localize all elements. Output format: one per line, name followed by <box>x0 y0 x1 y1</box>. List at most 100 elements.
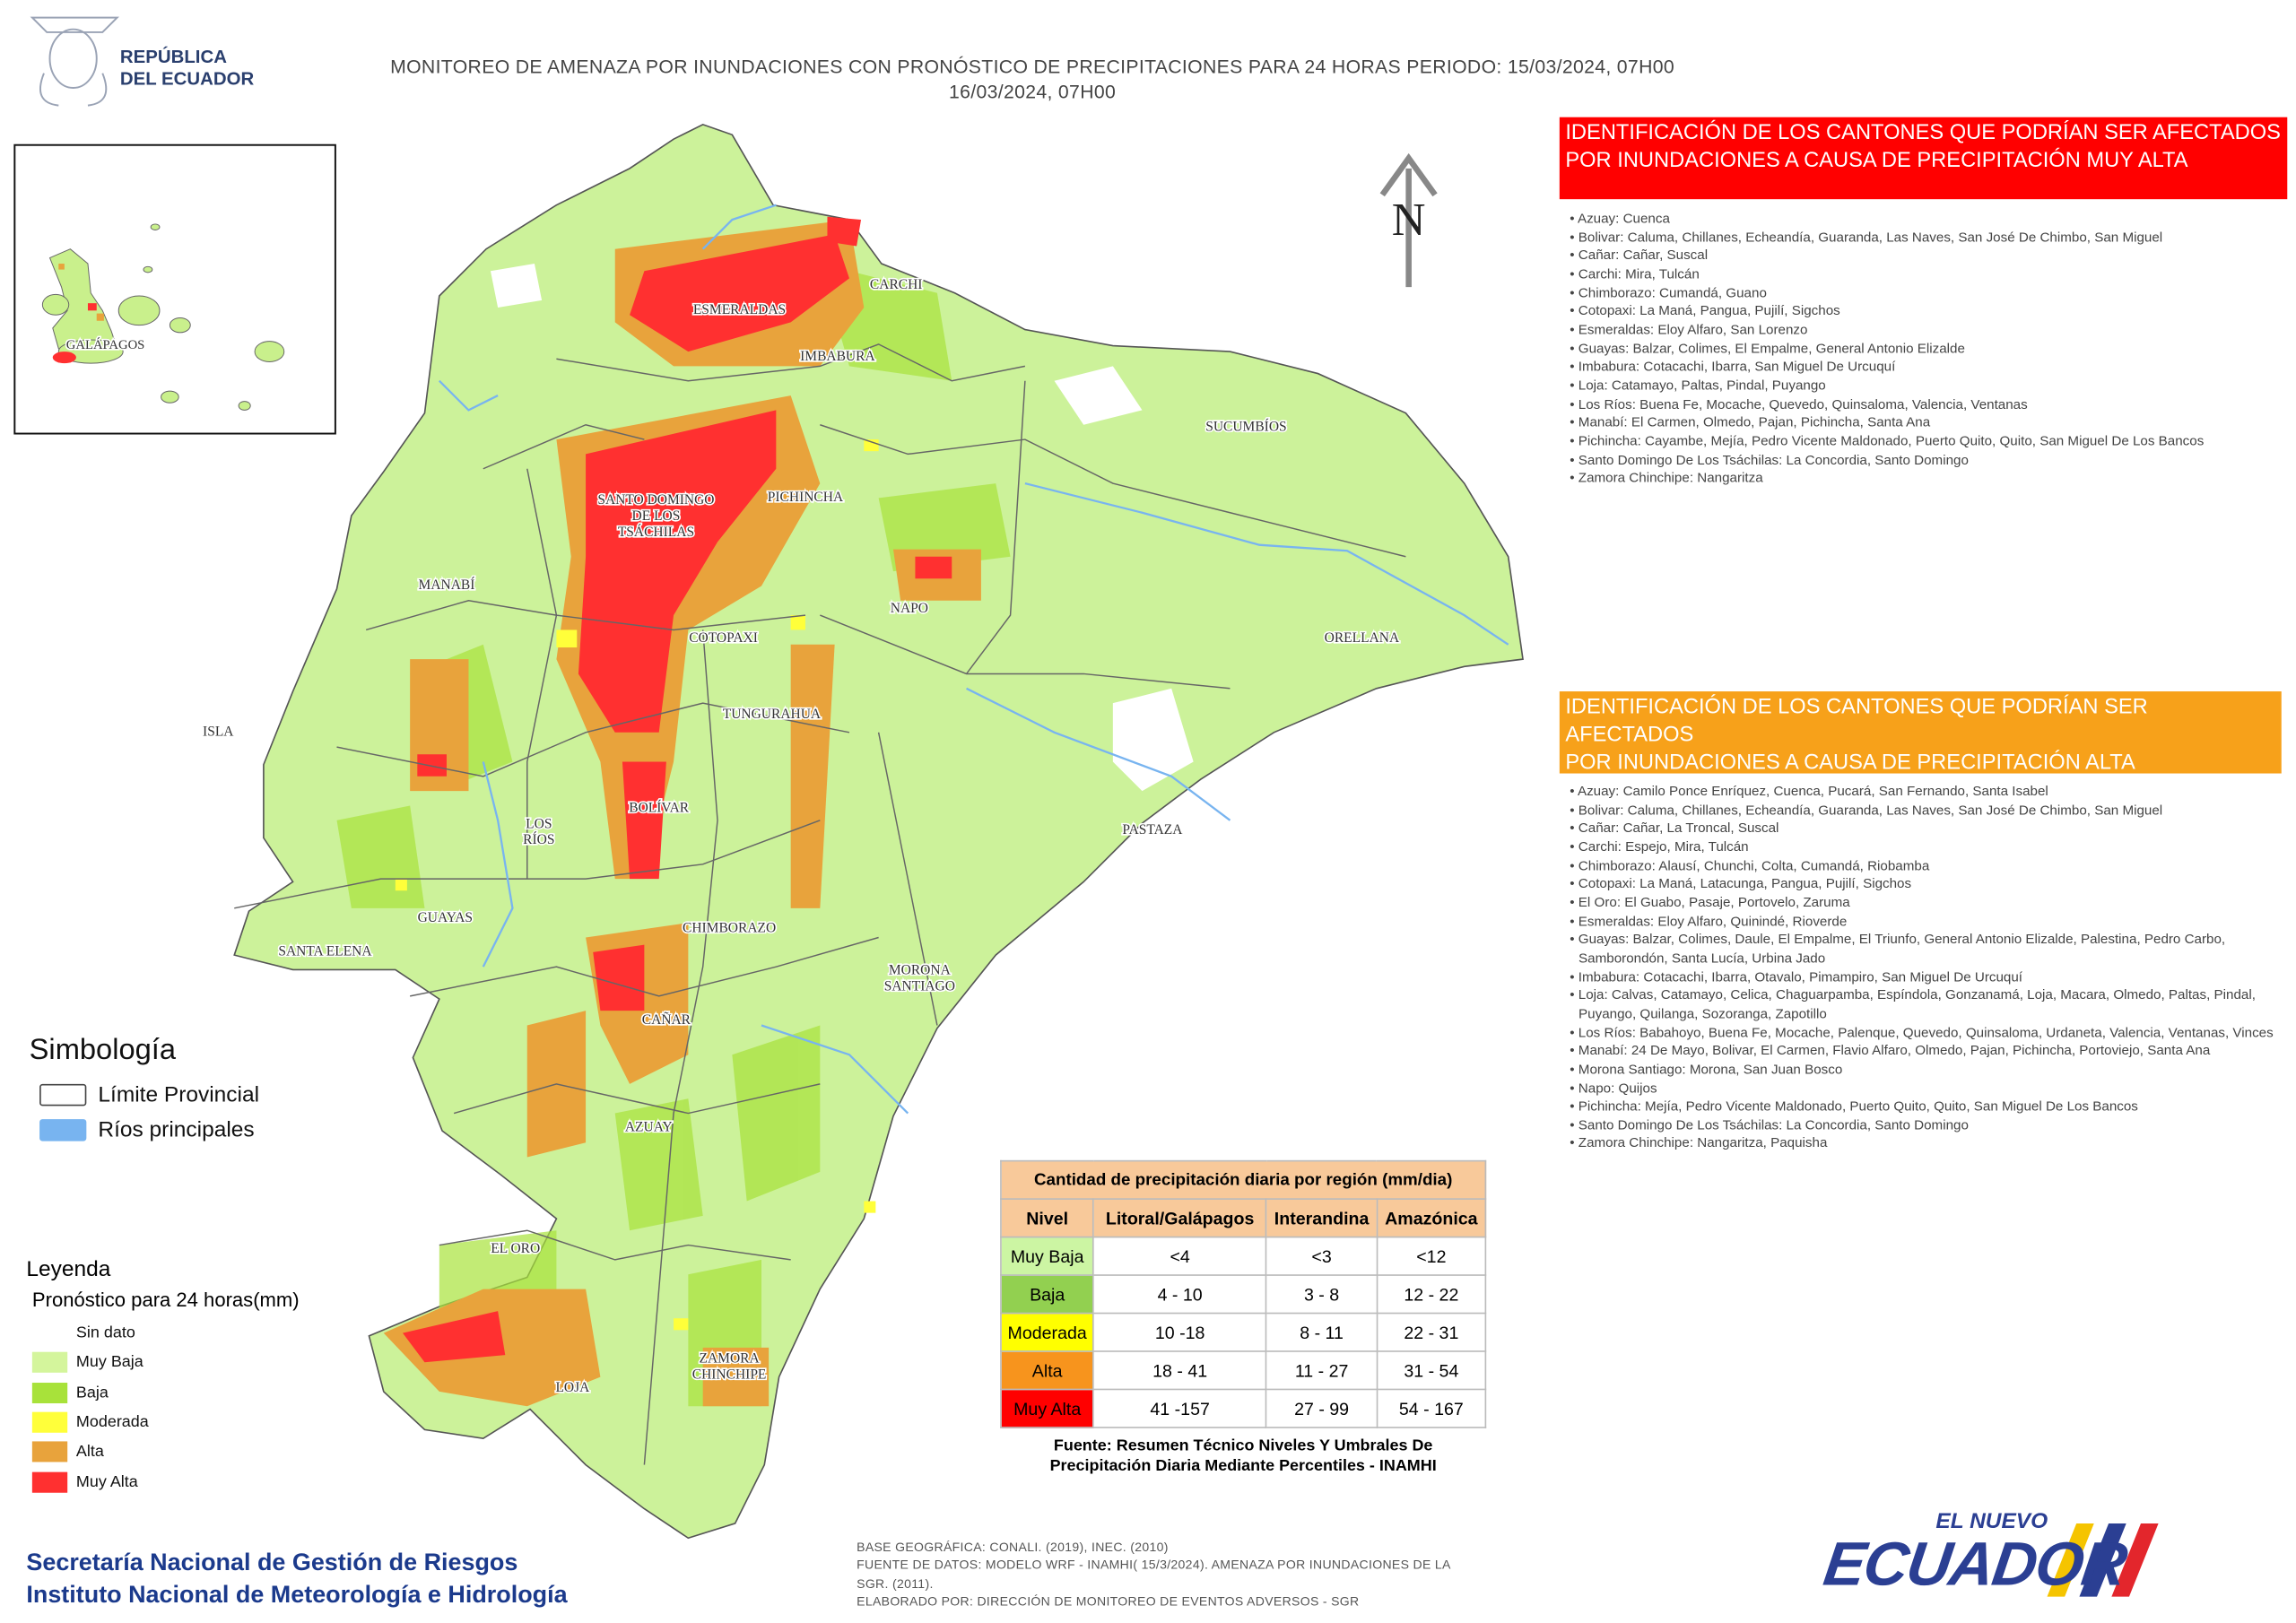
very-high-areas <box>402 216 952 1363</box>
canton-item: Guayas: Balzar, Colimes, Daule, El Empal… <box>1564 931 2274 968</box>
table-row: Muy Baja <4 <3 <12 <box>1000 1236 1487 1276</box>
province-label: ISLA <box>203 724 234 739</box>
province-label: CARCHI <box>870 277 923 292</box>
canton-item: Guayas: Balzar, Colimes, El Empalme, Gen… <box>1564 339 2274 358</box>
table-row: Moderada 10 -18 8 - 11 22 - 31 <box>1000 1312 1487 1352</box>
table-cell: 11 - 27 <box>1265 1350 1378 1391</box>
north-arrow: N <box>1379 152 1438 288</box>
table-cell: Moderada <box>1000 1312 1095 1352</box>
canton-item: Cotopaxi: La Maná, Latacunga, Pangua, Pu… <box>1564 875 2274 894</box>
source-line: BASE GEOGRÁFICA: CONALI. (2019), INEC. (… <box>857 1539 1169 1555</box>
table-cell: 3 - 8 <box>1265 1274 1378 1315</box>
table-cell: 54 - 167 <box>1376 1388 1487 1428</box>
moderate-areas <box>395 439 879 1331</box>
table-header: Nivel <box>1000 1198 1095 1238</box>
province-label: COTOPAXI <box>689 630 758 646</box>
province-label: TSÁCHILAS <box>618 525 694 540</box>
canton-list: Azuay: Camilo Ponce Enríquez, Cuenca, Pu… <box>1564 782 2274 1153</box>
table-title: Cantidad de precipitación diaria por reg… <box>1000 1159 1487 1200</box>
brand-stripes <box>2047 1523 2159 1597</box>
canton-item: Carchi: Mira, Tulcán <box>1564 265 2274 284</box>
legend-title: Leyenda <box>26 1256 111 1282</box>
table-cell: <4 <box>1092 1236 1267 1276</box>
table-cell: Baja <box>1000 1274 1095 1315</box>
title-line: MONITOREO DE AMENAZA POR INUNDACIONES CO… <box>390 56 1674 78</box>
panel-title-line: POR INUNDACIONES A CAUSA DE PRECIPITACIÓ… <box>1565 149 2188 173</box>
symbology-item: Límite Provincial <box>39 1077 259 1112</box>
legend-swatch <box>31 1323 68 1344</box>
legend-label: Alta <box>75 1443 104 1462</box>
canton-item: Loja: Catamayo, Paltas, Pindal, Puyango <box>1564 377 2274 395</box>
panel-title-line: POR INUNDACIONES A CAUSA DE PRECIPITACIÓ… <box>1565 751 2135 776</box>
canton-item: Chimborazo: Alausí, Chunchi, Colta, Cuma… <box>1564 856 2274 875</box>
source-line: Precipitación Diaria Mediante Percentile… <box>1049 1457 1437 1476</box>
table-cell: 31 - 54 <box>1376 1350 1487 1391</box>
province-label: MORONA <box>889 963 952 978</box>
province-label: GUAYAS <box>418 910 473 925</box>
brand-main: ECUADOR <box>1820 1529 2131 1599</box>
canton-item: Azuay: Cuenca <box>1564 210 2274 229</box>
province-label: LOS <box>526 816 552 831</box>
symbology-item: Ríos principales <box>39 1112 259 1147</box>
table-cell: 41 -157 <box>1092 1388 1267 1428</box>
province-label: EL ORO <box>491 1241 540 1256</box>
inset-hazard <box>58 264 104 321</box>
province-label: DE LOS <box>632 508 681 524</box>
canton-item: El Oro: El Guabo, Pasaje, Portovelo, Zar… <box>1564 893 2274 912</box>
panel-header: IDENTIFICACIÓN DE LOS CANTONES QUE PODRÍ… <box>1559 691 2282 775</box>
table-cell: 10 -18 <box>1092 1312 1267 1352</box>
province-label: CHINCHIPE <box>692 1367 767 1383</box>
legend: Sin dato Muy Baja Baja Moderada Alta Muy Alta <box>31 1318 149 1497</box>
coat-of-arms <box>30 16 119 107</box>
table-header-row: Nivel Litoral/Galápagos Interandina Amazóni… <box>1000 1198 1487 1238</box>
ecuador-mainland <box>233 123 1524 1540</box>
province-label: SANTA ELENA <box>278 943 372 959</box>
table-cell: 4 - 10 <box>1092 1274 1267 1315</box>
legend-subtitle: Pronóstico para 24 horas(mm) <box>31 1289 300 1312</box>
province-label: RÍOS <box>523 832 554 847</box>
inset-label: GALÁPAGOS <box>66 337 145 352</box>
org-line: Instituto Nacional de Meteorología e Hid… <box>26 1582 568 1609</box>
table-cell: <3 <box>1265 1236 1378 1276</box>
source-line: ELABORADO POR: DIRECCIÓN DE MONITOREO DE… <box>857 1593 1360 1609</box>
legend-label: Muy Alta <box>75 1472 138 1491</box>
north-label: N <box>1392 194 1426 246</box>
canton-item: Pichincha: Mejía, Pedro Vicente Maldonad… <box>1564 1098 2274 1116</box>
title-line: 16/03/2024, 07H00 <box>948 80 1117 103</box>
panel-header: IDENTIFICACIÓN DE LOS CANTONES QUE PODRÍ… <box>1559 117 2288 200</box>
table-source: Fuente: Resumen Técnico Niveles Y Umbral… <box>1000 1436 1486 1477</box>
canton-item: Los Ríos: Buena Fe, Mocache, Quevedo, Qu… <box>1564 395 2274 413</box>
canton-item: Bolivar: Caluma, Chillanes, Echeandía, G… <box>1564 801 2274 820</box>
symbology-swatch <box>39 1083 87 1106</box>
canton-item: Napo: Quijos <box>1564 1079 2274 1098</box>
canton-item: Imbabura: Cotacachi, Ibarra, Otavalo, Pi… <box>1564 968 2274 986</box>
map-title: MONITOREO DE AMENAZA POR INUNDACIONES CO… <box>293 54 1772 104</box>
province-label: TUNGURAHUA <box>723 707 822 722</box>
source-line: Fuente: Resumen Técnico Niveles Y Umbral… <box>1053 1436 1433 1455</box>
province-label: SANTO DOMINGO <box>597 492 714 508</box>
table-cell: 18 - 41 <box>1092 1350 1267 1391</box>
province-label: ORELLANA <box>1325 630 1400 646</box>
province-label: IMBABURA <box>800 349 875 364</box>
table-row: Baja 4 - 10 3 - 8 12 - 22 <box>1000 1274 1487 1315</box>
province-label: SANTIAGO <box>884 979 955 994</box>
legend-item: Alta <box>31 1437 149 1467</box>
source-line: FUENTE DE DATOS: MODELO WRF - INAMHI( 15… <box>857 1558 1451 1573</box>
canton-item: Cotopaxi: La Maná, Pangua, Pujilí, Sigch… <box>1564 302 2274 321</box>
symbology-swatch <box>39 1118 87 1141</box>
source-line: SGR. (2011). <box>857 1575 934 1591</box>
province-label: SUCUMBÍOS <box>1205 420 1286 435</box>
table-row: Alta 18 - 41 11 - 27 31 - 54 <box>1000 1350 1487 1391</box>
canton-item: Carchi: Espejo, Mira, Tulcán <box>1564 838 2274 856</box>
canton-item: Esmeraldas: Eloy Alfaro, Quinindé, Riove… <box>1564 912 2274 931</box>
table-header: Amazónica <box>1376 1198 1487 1238</box>
rivers <box>439 204 1509 1115</box>
canton-item: Morona Santiago: Morona, San Juan Bosco <box>1564 1060 2274 1079</box>
canton-item: Los Ríos: Babahoyo, Buena Fe, Mocache, P… <box>1564 1023 2274 1042</box>
legend-item: Muy Alta <box>31 1467 149 1497</box>
province-label: BOLÍVAR <box>629 800 690 815</box>
symbology-label: Límite Provincial <box>98 1081 260 1107</box>
province-label: LOJA <box>555 1380 590 1395</box>
